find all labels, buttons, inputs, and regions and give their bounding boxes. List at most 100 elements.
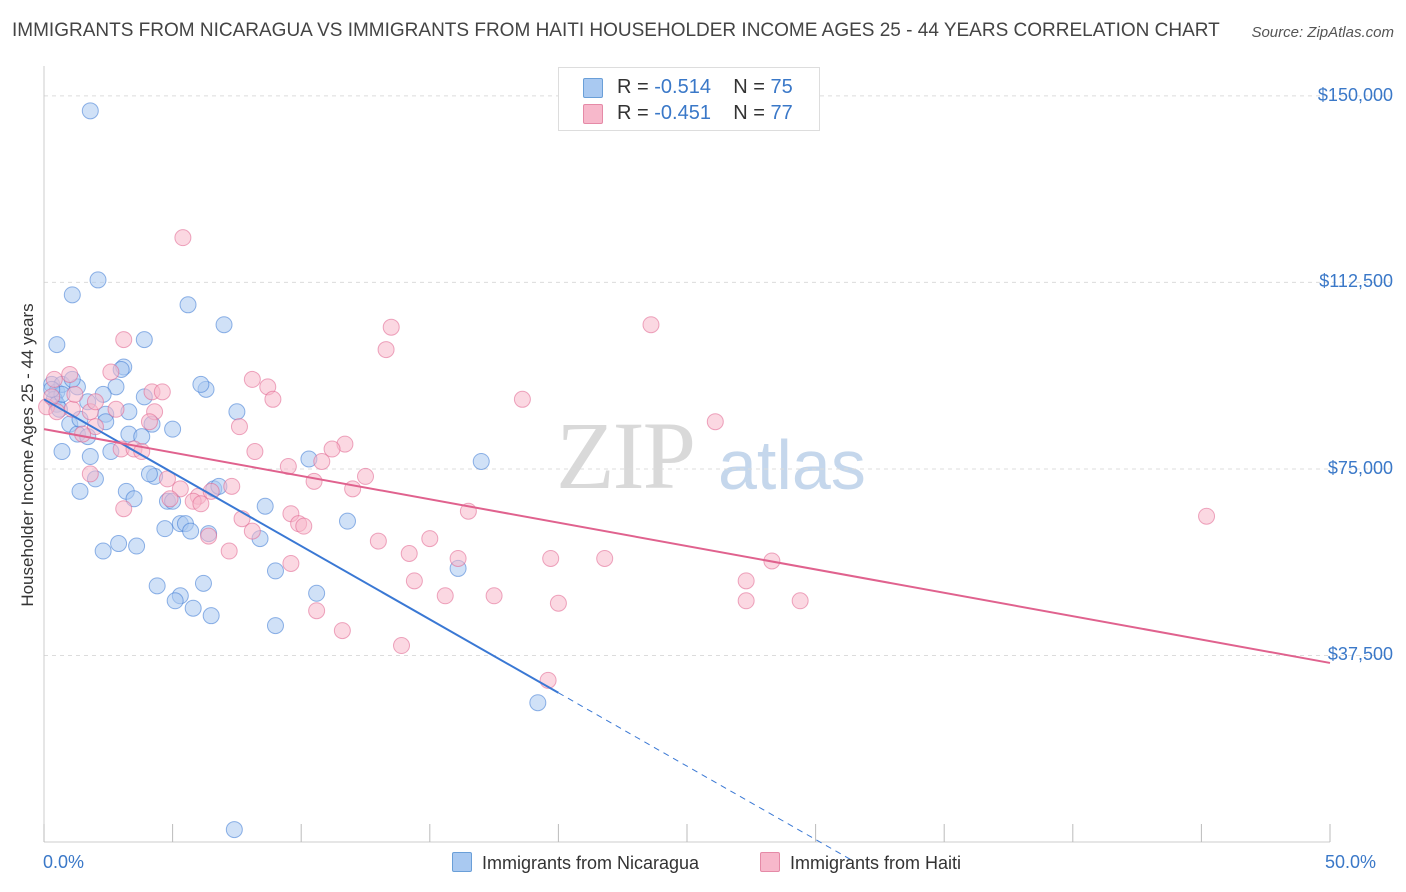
data-point-haiti [107, 400, 125, 418]
data-point-haiti [158, 470, 176, 488]
data-point-haiti [102, 363, 120, 381]
data-point-haiti [81, 465, 99, 483]
legend-r-label: R = [617, 102, 655, 124]
data-point-nicaragua [184, 599, 202, 617]
x-tick-label-max: 50.0% [1325, 852, 1377, 872]
data-point-haiti [369, 532, 387, 550]
bottom-legend-label-nicaragua: Immigrants from Nicaragua [482, 853, 700, 873]
bottom-legend-haiti: Immigrants from Haiti [760, 852, 961, 874]
data-point-haiti [791, 592, 809, 610]
data-point-nicaragua [472, 452, 490, 470]
data-point-haiti [202, 482, 220, 500]
data-point-nicaragua [182, 522, 200, 540]
data-point-nicaragua [89, 271, 107, 289]
data-point-haiti [161, 490, 179, 508]
data-point-haiti [243, 370, 261, 388]
data-point-haiti [377, 341, 395, 359]
watermark-zip: ZIP [556, 402, 696, 509]
data-point-haiti [485, 587, 503, 605]
data-point-nicaragua [53, 443, 71, 461]
data-point-haiti [66, 385, 84, 403]
data-point-haiti [200, 527, 218, 545]
data-point-haiti [513, 390, 531, 408]
data-point-nicaragua [179, 296, 197, 314]
x-tick-label-min: 0.0% [43, 852, 85, 872]
data-point-nicaragua [192, 375, 210, 393]
data-point-haiti [323, 440, 341, 458]
data-point-haiti [45, 370, 63, 388]
data-point-haiti [313, 452, 331, 470]
data-point-haiti [421, 530, 439, 548]
data-point-nicaragua [228, 403, 246, 421]
data-point-nicaragua [215, 316, 233, 334]
data-point-nicaragua [81, 102, 99, 120]
data-point-haiti [1198, 507, 1216, 525]
data-point-haiti [153, 383, 171, 401]
data-point-haiti [264, 390, 282, 408]
data-point-nicaragua [71, 482, 89, 500]
data-point-nicaragua [266, 562, 284, 580]
data-point-nicaragua [308, 584, 326, 602]
y-tick-label: $150,000 [1317, 84, 1393, 105]
legend-n-value: 75 [770, 76, 793, 98]
data-point-haiti [549, 594, 567, 612]
correlation-legend: R = -0.514 N = 75 R = -0.451 N = 77 [558, 67, 820, 131]
data-point-haiti [174, 229, 192, 247]
bottom-legend-swatch-nicaragua [452, 852, 472, 872]
chart-title: IMMIGRANTS FROM NICARAGUA VS IMMIGRANTS … [12, 20, 1220, 41]
data-point-nicaragua [63, 286, 81, 304]
data-point-nicaragua [156, 520, 174, 538]
data-point-haiti [308, 602, 326, 620]
data-point-haiti [140, 413, 158, 431]
data-point-haiti [542, 549, 560, 567]
legend-r-value: -0.514 [654, 76, 711, 98]
data-point-nicaragua [135, 331, 153, 349]
data-point-haiti [400, 545, 418, 563]
data-point-haiti [295, 517, 313, 535]
data-point-nicaragua [529, 694, 547, 712]
data-point-haiti [405, 572, 423, 590]
data-point-nicaragua [202, 607, 220, 625]
data-point-haiti [357, 467, 374, 485]
data-point-nicaragua [194, 574, 212, 592]
data-point-haiti [449, 549, 467, 567]
data-point-nicaragua [107, 378, 125, 396]
data-point-nicaragua [125, 490, 143, 508]
legend-n-label: N = [733, 102, 771, 124]
data-point-haiti [171, 480, 189, 498]
data-point-haiti [115, 331, 133, 349]
data-point-haiti [706, 413, 724, 431]
data-point-nicaragua [266, 617, 284, 635]
watermark-atlas: atlas [718, 426, 866, 504]
bottom-legend-label-haiti: Immigrants from Haiti [790, 853, 962, 873]
source-note: Source: ZipAtlas.com [1251, 24, 1394, 41]
data-point-haiti [220, 542, 238, 560]
data-point-haiti [43, 388, 61, 406]
y-tick-label: $75,000 [1327, 457, 1393, 478]
legend-r-label: R = [617, 76, 655, 98]
legend-swatch-nicaragua [583, 78, 603, 98]
data-point-nicaragua [128, 537, 146, 555]
data-point-haiti [737, 592, 755, 610]
legend-n-label: N = [733, 76, 771, 98]
data-point-nicaragua [110, 535, 128, 553]
data-point-haiti [282, 554, 300, 572]
data-point-haiti [192, 495, 210, 513]
data-point-nicaragua [148, 577, 166, 595]
legend-n-value: 77 [770, 102, 793, 124]
legend-r-value: -0.451 [654, 102, 711, 124]
bottom-legend-swatch-haiti [760, 852, 780, 872]
data-point-nicaragua [225, 821, 243, 839]
data-point-haiti [230, 418, 248, 436]
data-point-nicaragua [81, 448, 99, 466]
legend-swatch-haiti [583, 104, 603, 124]
data-point-nicaragua [164, 420, 182, 438]
data-point-haiti [436, 587, 454, 605]
data-point-nicaragua [166, 592, 184, 610]
trend-line-nicaragua [43, 398, 559, 694]
y-tick-label: $37,500 [1327, 644, 1393, 665]
trend-line-extension-nicaragua [558, 692, 855, 862]
data-point-haiti [74, 425, 92, 443]
data-point-nicaragua [48, 336, 66, 354]
y-tick-label: $112,500 [1319, 271, 1393, 292]
